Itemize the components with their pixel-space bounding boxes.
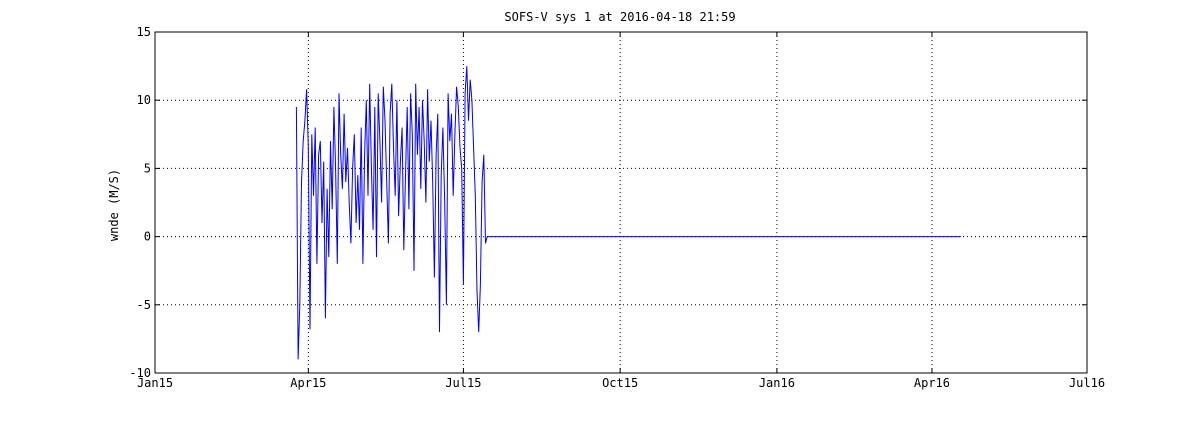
y-tick-label: -10 (129, 366, 151, 380)
y-tick-label: 10 (137, 93, 151, 107)
y-tick-label: 0 (144, 230, 151, 244)
y-tick-label: -5 (137, 298, 151, 312)
x-tick-label: Apr15 (290, 376, 326, 390)
y-tick-label: 15 (137, 25, 151, 39)
x-tick-label: Jan16 (759, 376, 795, 390)
x-tick-label: Jan15 (137, 376, 173, 390)
series-line (295, 66, 961, 360)
chart-title: SOFS-V sys 1 at 2016-04-18 21:59 (504, 10, 735, 24)
axis-ticks: Jan15 Apr15 Jul15 Oct15 Jan16 Apr16 Jul16 -10 -5… (129, 25, 1105, 390)
y-tick-label: 5 (144, 161, 151, 175)
series-layer (295, 66, 961, 360)
x-tick-label: Apr16 (914, 376, 950, 390)
x-tick-label: Oct15 (602, 376, 638, 390)
x-tick-label: Jul16 (1069, 376, 1105, 390)
y-axis-label: wnde (M/S) (107, 169, 121, 241)
axes-frame (154, 31, 1088, 374)
x-tick-label: Jul15 (445, 376, 481, 390)
